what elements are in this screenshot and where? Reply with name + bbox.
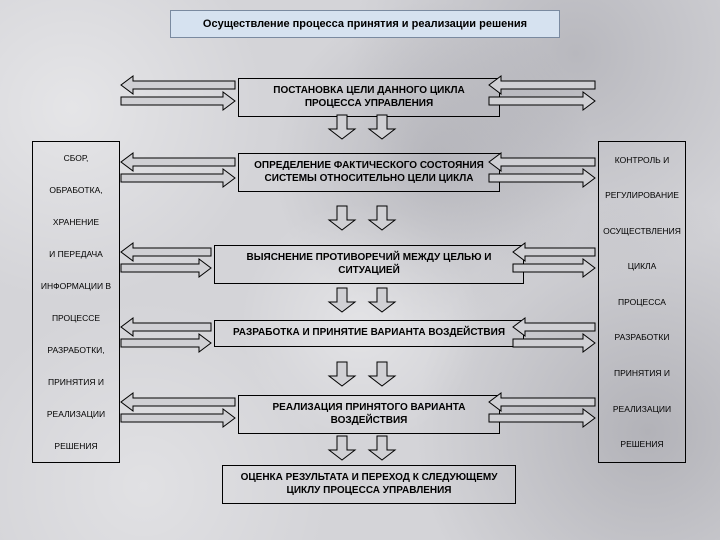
right-col-item-8: РЕШЕНИЯ (599, 437, 685, 451)
center-box-4: РЕАЛИЗАЦИЯ ПРИНЯТОГО ВАРИАНТА ВОЗДЕЙСТВИ… (238, 395, 500, 434)
left-col-item-6: РАЗРАБОТКИ, (33, 343, 119, 357)
left-column: СБОР, ОБРАБОТКА, ХРАНЕНИЕ И ПЕРЕДАЧА ИНФОРМА… (32, 141, 120, 463)
left-col-item-4: ИНФОРМАЦИИ В (33, 279, 119, 293)
h-arrow-icon (121, 334, 211, 352)
down-arrow-icon (329, 206, 355, 230)
h-arrow-icon (489, 92, 595, 110)
left-col-item-0: СБОР, (33, 151, 119, 165)
h-arrow-icon (513, 259, 595, 277)
right-col-item-4: ПРОЦЕССА (599, 295, 685, 309)
left-col-item-2: ХРАНЕНИЕ (33, 215, 119, 229)
h-arrow-icon (489, 169, 595, 187)
down-arrow-icon (369, 206, 395, 230)
center-box-2: ВЫЯСНЕНИЕ ПРОТИВОРЕЧИЙ МЕЖДУ ЦЕЛЬЮ И СИТ… (214, 245, 524, 284)
down-arrow-icon (329, 362, 355, 386)
right-column: КОНТРОЛЬ И РЕГУЛИРОВАНИЕ ОСУЩЕСТВЛЕНИЯ ЦИКЛ… (598, 141, 686, 463)
down-arrow-icon (369, 436, 395, 460)
down-arrow-icon (329, 115, 355, 139)
left-col-item-1: ОБРАБОТКА, (33, 183, 119, 197)
h-arrow-icon (121, 169, 235, 187)
right-col-item-3: ЦИКЛА (599, 259, 685, 273)
h-arrow-icon (121, 409, 235, 427)
h-arrow-icon (513, 334, 595, 352)
left-col-item-7: ПРИНЯТИЯ И (33, 375, 119, 389)
h-arrow-icon (121, 92, 235, 110)
right-col-item-6: ПРИНЯТИЯ И (599, 366, 685, 380)
center-box-5: ОЦЕНКА РЕЗУЛЬТАТА И ПЕРЕХОД К СЛЕДУЮЩЕМУ… (222, 465, 516, 504)
right-col-item-1: РЕГУЛИРОВАНИЕ (599, 188, 685, 202)
left-col-item-5: ПРОЦЕССЕ (33, 311, 119, 325)
right-col-item-7: РЕАЛИЗАЦИИ (599, 402, 685, 416)
left-col-item-8: РЕАЛИЗАЦИИ (33, 407, 119, 421)
down-arrow-icon (369, 288, 395, 312)
center-box-0: ПОСТАНОВКА ЦЕЛИ ДАННОГО ЦИКЛА ПРОЦЕССА У… (238, 78, 500, 117)
down-arrow-icon (369, 362, 395, 386)
left-col-item-9: РЕШЕНИЯ (33, 439, 119, 453)
h-arrow-icon (121, 259, 211, 277)
down-arrow-icon (329, 288, 355, 312)
center-box-3: РАЗРАБОТКА И ПРИНЯТИЕ ВАРИАНТА ВОЗДЕЙСТВ… (214, 320, 524, 347)
down-arrow-icon (369, 115, 395, 139)
h-arrow-icon (489, 409, 595, 427)
left-col-item-3: И ПЕРЕДАЧА (33, 247, 119, 261)
right-col-item-5: РАЗРАБОТКИ (599, 330, 685, 344)
down-arrow-icon (329, 436, 355, 460)
right-col-item-2: ОСУЩЕСТВЛЕНИЯ (599, 224, 685, 238)
diagram-title: Осуществление процесса принятия и реализ… (170, 10, 560, 38)
right-col-item-0: КОНТРОЛЬ И (599, 153, 685, 167)
center-box-1: ОПРЕДЕЛЕНИЕ ФАКТИЧЕСКОГО СОСТОЯНИЯ СИСТЕ… (238, 153, 500, 192)
